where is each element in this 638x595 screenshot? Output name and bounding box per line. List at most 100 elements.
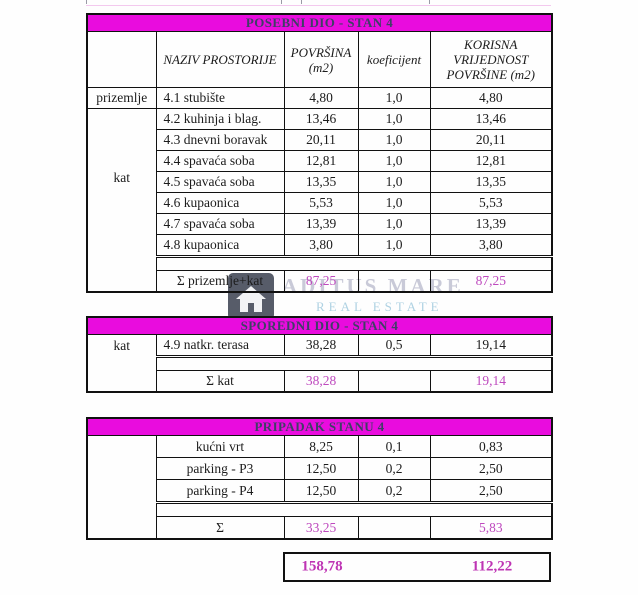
border-tick bbox=[86, 0, 87, 4]
area-cell: 3,80 bbox=[283, 234, 359, 257]
coef-cell: 0,1 bbox=[357, 435, 431, 458]
room-name-cell: 4.9 natkr. terasa bbox=[155, 334, 285, 357]
area-cell: 12,81 bbox=[283, 150, 359, 172]
spacer-row bbox=[87, 501, 553, 517]
cropped-row-fragment bbox=[86, 5, 551, 6]
room-name-cell: 4.3 dnevni boravak bbox=[155, 129, 285, 151]
grand-total-useful: 112,22 bbox=[471, 558, 513, 575]
useful-cell: 12,81 bbox=[429, 150, 553, 172]
sum-area: 38,28 bbox=[283, 370, 359, 393]
table2-title-bar: SPOREDNI DIO - STAN 4 bbox=[86, 316, 553, 335]
useful-cell: 13,35 bbox=[429, 171, 553, 193]
table-row: kat 4.2 kuhinja i blag. 13,46 1,0 13,46 bbox=[86, 108, 553, 293]
table1-title-bar: POSEBNI DIO - STAN 4 bbox=[86, 13, 553, 32]
table-row: 4.3 dnevni boravak 20,11 1,0 20,11 bbox=[87, 129, 553, 151]
sum-area: 33,25 bbox=[283, 516, 359, 540]
sum-useful: 87,25 bbox=[429, 270, 553, 293]
spacer-cell bbox=[155, 501, 553, 517]
room-name-cell: parking - P4 bbox=[155, 479, 285, 503]
sum-label: Σ prizemlje+kat bbox=[155, 270, 285, 293]
area-cell: 13,35 bbox=[283, 171, 359, 193]
border-tick bbox=[429, 0, 430, 4]
sum-area: 87,25 bbox=[283, 270, 359, 293]
coef-cell: 1,0 bbox=[357, 129, 431, 151]
table-posebni-dio: POSEBNI DIO - STAN 4 NAZIV PROSTORIJE PO… bbox=[86, 13, 554, 293]
table-row: 4.4 spavaća soba 12,81 1,0 12,81 bbox=[87, 150, 553, 172]
area-cell: 12,50 bbox=[283, 479, 359, 503]
useful-cell: 0,83 bbox=[429, 435, 553, 458]
sum-row: Σ kat 38,28 19,14 bbox=[87, 370, 553, 393]
room-name-cell: 4.1 stubište bbox=[155, 87, 285, 109]
header-empty-cell bbox=[86, 31, 157, 88]
spacer-row bbox=[87, 355, 553, 371]
table-sporedni-dio: SPOREDNI DIO - STAN 4 kat 4.9 natkr. ter… bbox=[86, 316, 553, 393]
sum-row: Σ prizemlje+kat 87,25 87,25 bbox=[87, 270, 553, 293]
sum-empty-cell bbox=[357, 516, 431, 540]
table-row: 4.8 kupaonica 3,80 1,0 3,80 bbox=[87, 234, 553, 257]
area-cell: 13,39 bbox=[283, 213, 359, 235]
sum-label: Σ kat bbox=[155, 370, 285, 393]
spacer-cell bbox=[155, 255, 553, 271]
spacer-row bbox=[87, 255, 553, 271]
sum-label: Σ bbox=[155, 516, 285, 540]
header-coefficient: koeficijent bbox=[357, 31, 431, 88]
coef-cell: 1,0 bbox=[357, 234, 431, 257]
grand-totals-box: 158,78 112,22 bbox=[283, 552, 551, 582]
room-name-cell: 4.5 spavaća soba bbox=[155, 171, 285, 193]
table3-title-bar: PRIPADAK STANU 4 bbox=[86, 417, 553, 436]
useful-cell: 13,46 bbox=[429, 108, 553, 130]
area-cell: 20,11 bbox=[283, 129, 359, 151]
header-useful-value: KORISNA VRIJEDNOST POVRŠINE (m2) bbox=[429, 31, 553, 88]
sum-useful: 19,14 bbox=[429, 370, 553, 393]
area-cell: 12,50 bbox=[283, 457, 359, 480]
watermark-tagline: REAL ESTATE bbox=[316, 299, 443, 314]
table-row: parking - P3 12,50 0,2 2,50 bbox=[87, 457, 553, 480]
coef-cell: 1,0 bbox=[357, 171, 431, 193]
room-name-cell: 4.7 spavaća soba bbox=[155, 213, 285, 235]
table-row: kućni vrt 8,25 0,1 0,83 bbox=[86, 435, 553, 540]
table-row: prizemlje 4.1 stubište 4,80 1,0 4,80 bbox=[86, 87, 553, 109]
room-name-cell: 4.6 kupaonica bbox=[155, 192, 285, 214]
table-row: parking - P4 12,50 0,2 2,50 bbox=[87, 479, 553, 503]
border-tick bbox=[301, 0, 302, 4]
table-row: 4.5 spavaća soba 13,35 1,0 13,35 bbox=[87, 171, 553, 193]
area-cell: 38,28 bbox=[283, 334, 359, 357]
useful-cell: 5,53 bbox=[429, 192, 553, 214]
table-pripadak-stanu: PRIPADAK STANU 4 kućni vrt 8,25 0,1 0,83… bbox=[86, 417, 554, 540]
room-name-cell: kućni vrt bbox=[155, 435, 285, 458]
useful-cell: 2,50 bbox=[429, 479, 553, 503]
room-name-cell: 4.8 kupaonica bbox=[155, 234, 285, 257]
coef-cell: 0,2 bbox=[357, 479, 431, 503]
floor-label-upper: kat bbox=[86, 108, 157, 293]
coef-cell: 1,0 bbox=[357, 213, 431, 235]
area-cell: 13,46 bbox=[283, 108, 359, 130]
coef-cell: 0,2 bbox=[357, 457, 431, 480]
sum-useful: 5,83 bbox=[429, 516, 553, 540]
area-cell: 4,80 bbox=[283, 87, 359, 109]
useful-cell: 2,50 bbox=[429, 457, 553, 480]
border-tick bbox=[281, 0, 282, 4]
useful-cell: 20,11 bbox=[429, 129, 553, 151]
sum-empty-cell bbox=[357, 270, 431, 293]
floor-label-upper: kat bbox=[86, 334, 157, 393]
floor-label-empty bbox=[86, 435, 157, 540]
room-name-cell: parking - P3 bbox=[155, 457, 285, 480]
coef-cell: 1,0 bbox=[357, 150, 431, 172]
coef-cell: 0,5 bbox=[357, 334, 431, 357]
coef-cell: 1,0 bbox=[357, 192, 431, 214]
useful-cell: 3,80 bbox=[429, 234, 553, 257]
useful-cell: 4,80 bbox=[429, 87, 553, 109]
area-cell: 5,53 bbox=[283, 192, 359, 214]
sum-row: Σ 33,25 5,83 bbox=[87, 516, 553, 540]
room-name-cell: 4.2 kuhinja i blag. bbox=[155, 108, 285, 130]
useful-cell: 13,39 bbox=[429, 213, 553, 235]
floor-label-ground: prizemlje bbox=[86, 87, 157, 109]
area-cell: 8,25 bbox=[283, 435, 359, 458]
spacer-cell bbox=[155, 355, 553, 371]
table-row: 4.7 spavaća soba 13,39 1,0 13,39 bbox=[87, 213, 553, 235]
header-area: POVRŠINA (m2) bbox=[283, 31, 359, 88]
coef-cell: 1,0 bbox=[357, 108, 431, 130]
coef-cell: 1,0 bbox=[357, 87, 431, 109]
useful-cell: 19,14 bbox=[429, 334, 553, 357]
